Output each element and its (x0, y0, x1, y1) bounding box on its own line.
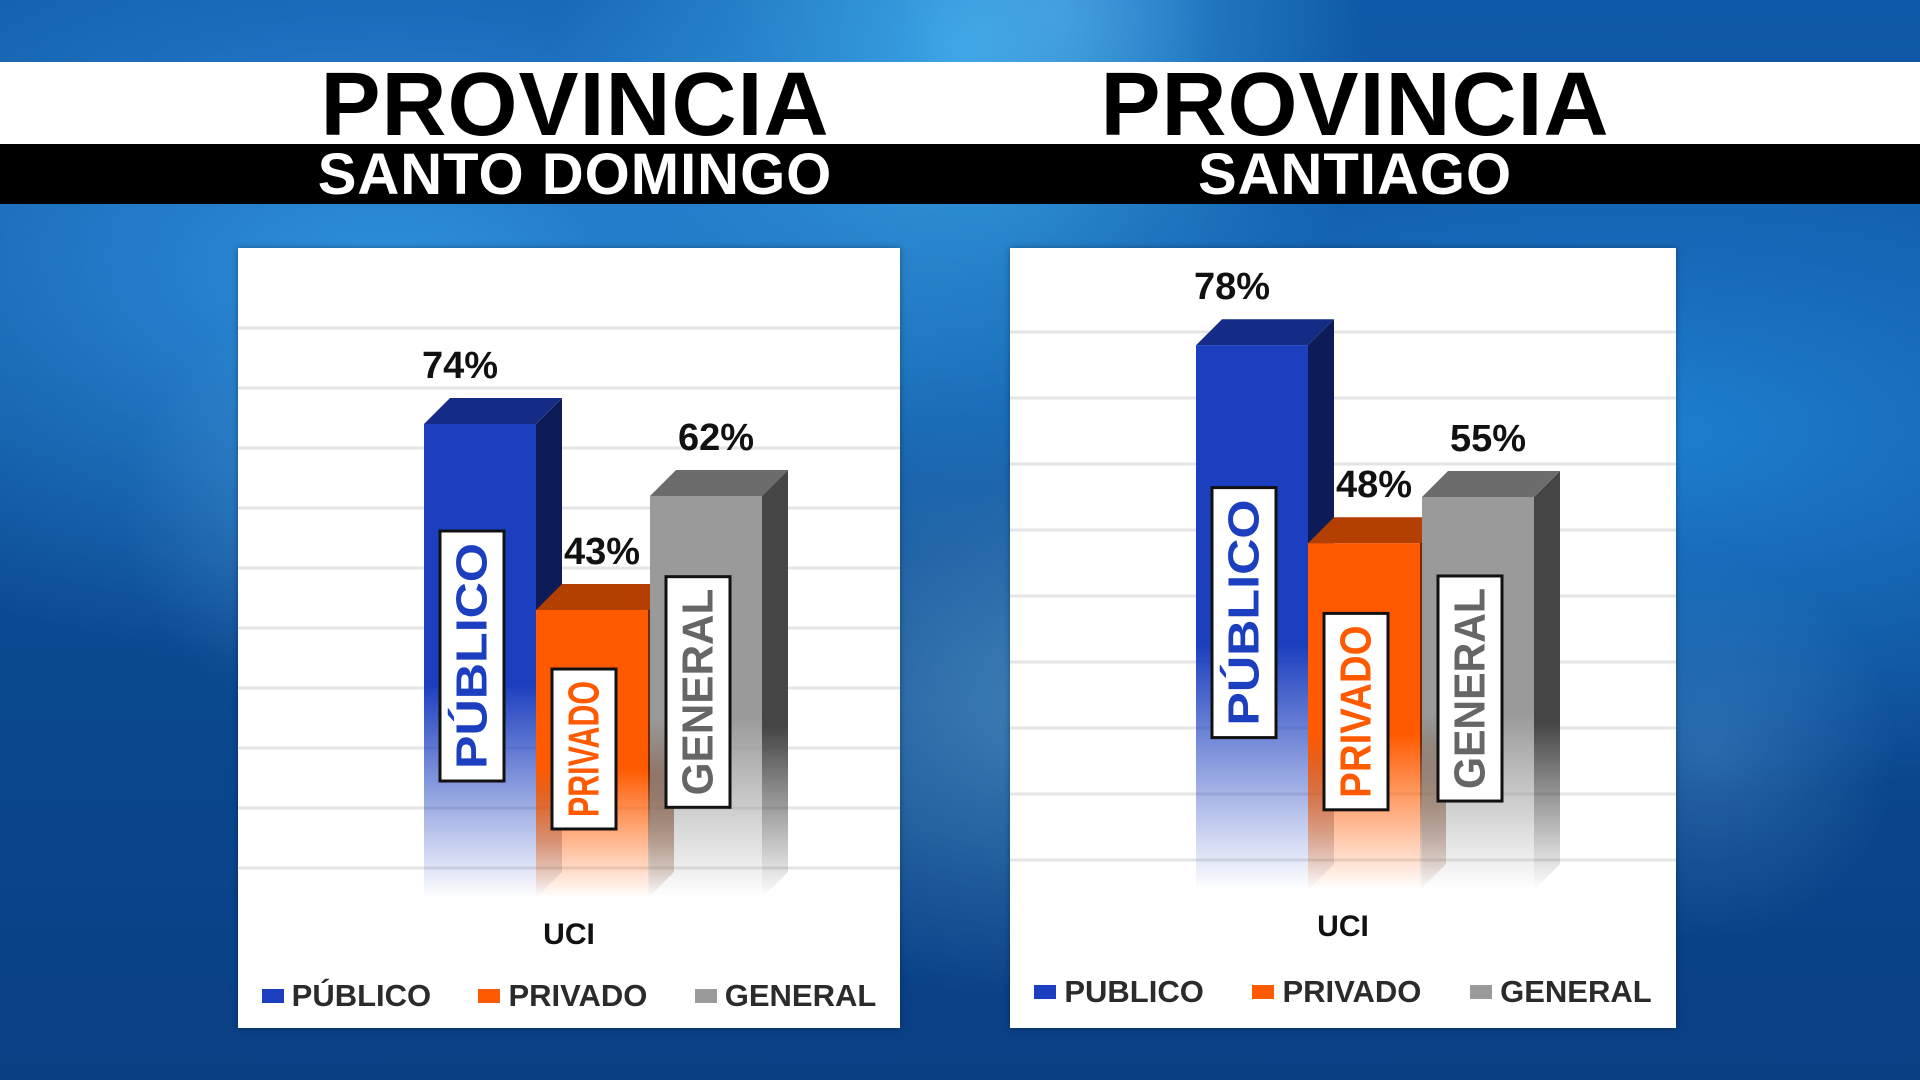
bar-top-privado (1308, 517, 1446, 544)
legend-item-privado: PRIVADO (478, 978, 647, 1014)
bar-top-publico (424, 398, 562, 424)
value-label-privado: 48% (1336, 464, 1412, 506)
bar-publico: PÚBLICO (1196, 319, 1334, 890)
bar-text-privado: PRIVADO (1332, 625, 1381, 797)
legend-swatch-privado (1252, 985, 1275, 999)
right-heading-subtitle: SANTIAGO (1197, 142, 1513, 207)
bar-general: GENERAL (650, 470, 788, 898)
legend-item-general: GENERAL (694, 978, 877, 1014)
chart-legend: PÚBLICO PRIVADO GENERAL (238, 978, 900, 1014)
chart-panel-santiago: PÚBLICO 78% PRIVADO 48% GENERAL 55% UCI PUBLI… (1010, 248, 1676, 1028)
bar-text-general: GENERAL (674, 589, 723, 796)
bar-top-privado (536, 584, 674, 610)
legend-label: PRIVADO (508, 978, 648, 1013)
left-heading-title: PROVINCIA (320, 55, 830, 155)
legend-label: GENERAL (724, 978, 877, 1013)
bar-text-publico: PÚBLICO (447, 543, 497, 769)
legend-swatch-privado (478, 989, 501, 1003)
legend-swatch-general (694, 989, 717, 1003)
legend-label: GENERAL (1500, 974, 1652, 1009)
legend-label: PUBLICO (1064, 974, 1204, 1009)
title-band (0, 62, 1920, 144)
chart-panel-santo-domingo: PÚBLICO 74% PRIVADO 43% GENERAL 62% UCI PÚBLI… (238, 248, 900, 1028)
right-heading-title: PROVINCIA (1100, 55, 1610, 155)
subtitle-band (0, 144, 1920, 204)
bar-side-general (762, 470, 788, 898)
bar-label-box-privado (550, 667, 618, 831)
legend-item-publico: PUBLICO (1034, 974, 1204, 1010)
bar-side-general (1534, 471, 1560, 890)
bar-label-box-general (664, 575, 732, 809)
value-label-privado: 43% (564, 531, 640, 573)
bar-general: GENERAL (1422, 471, 1560, 890)
bar-chart-santiago: PÚBLICO 78% PRIVADO 48% GENERAL 55% (1010, 266, 1676, 890)
legend-swatch-general (1470, 985, 1493, 999)
bar-top-general (650, 470, 788, 496)
value-label-publico: 78% (1194, 266, 1270, 308)
legend-swatch-publico (1034, 985, 1057, 999)
legend-item-publico: PÚBLICO (261, 978, 432, 1014)
bar-label-box-publico (438, 529, 506, 783)
chart-legend: PUBLICO PRIVADO GENERAL (1010, 974, 1676, 1010)
bar-top-general (1422, 471, 1560, 497)
legend-item-privado: PRIVADO (1252, 974, 1421, 1010)
value-label-general: 55% (1450, 418, 1526, 460)
bar-label-box-privado (1322, 611, 1390, 812)
legend-label: PRIVADO (1282, 974, 1422, 1009)
x-category-label: UCI (543, 918, 595, 951)
bar-text-publico: PÚBLICO (1219, 500, 1269, 726)
bar-top-publico (1196, 319, 1334, 346)
bar-label-box-publico (1210, 486, 1278, 740)
bar-label-box-general (1436, 574, 1504, 803)
x-category-label: UCI (1317, 910, 1369, 943)
legend-swatch-publico (261, 989, 284, 1003)
legend-item-general: GENERAL (1470, 974, 1652, 1010)
value-label-publico: 74% (422, 345, 498, 387)
left-heading-subtitle: SANTO DOMINGO (317, 142, 833, 207)
bar-text-privado: PRIVADO (560, 681, 609, 817)
legend-label: PÚBLICO (291, 978, 432, 1013)
bar-chart-santo-domingo: PÚBLICO 74% PRIVADO 43% GENERAL 62% (238, 326, 900, 898)
value-label-general: 62% (678, 417, 754, 459)
bar-text-general: GENERAL (1446, 588, 1495, 789)
